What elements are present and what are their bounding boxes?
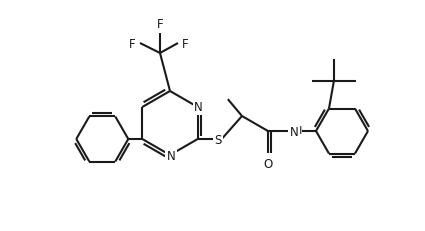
Text: F: F	[129, 37, 136, 50]
Text: S: S	[214, 133, 221, 146]
Text: H: H	[294, 125, 302, 135]
Text: F: F	[157, 18, 163, 31]
Text: N: N	[194, 101, 203, 114]
Text: O: O	[264, 157, 272, 170]
Text: N: N	[167, 149, 176, 162]
Text: N: N	[289, 125, 298, 138]
Text: F: F	[182, 37, 189, 50]
